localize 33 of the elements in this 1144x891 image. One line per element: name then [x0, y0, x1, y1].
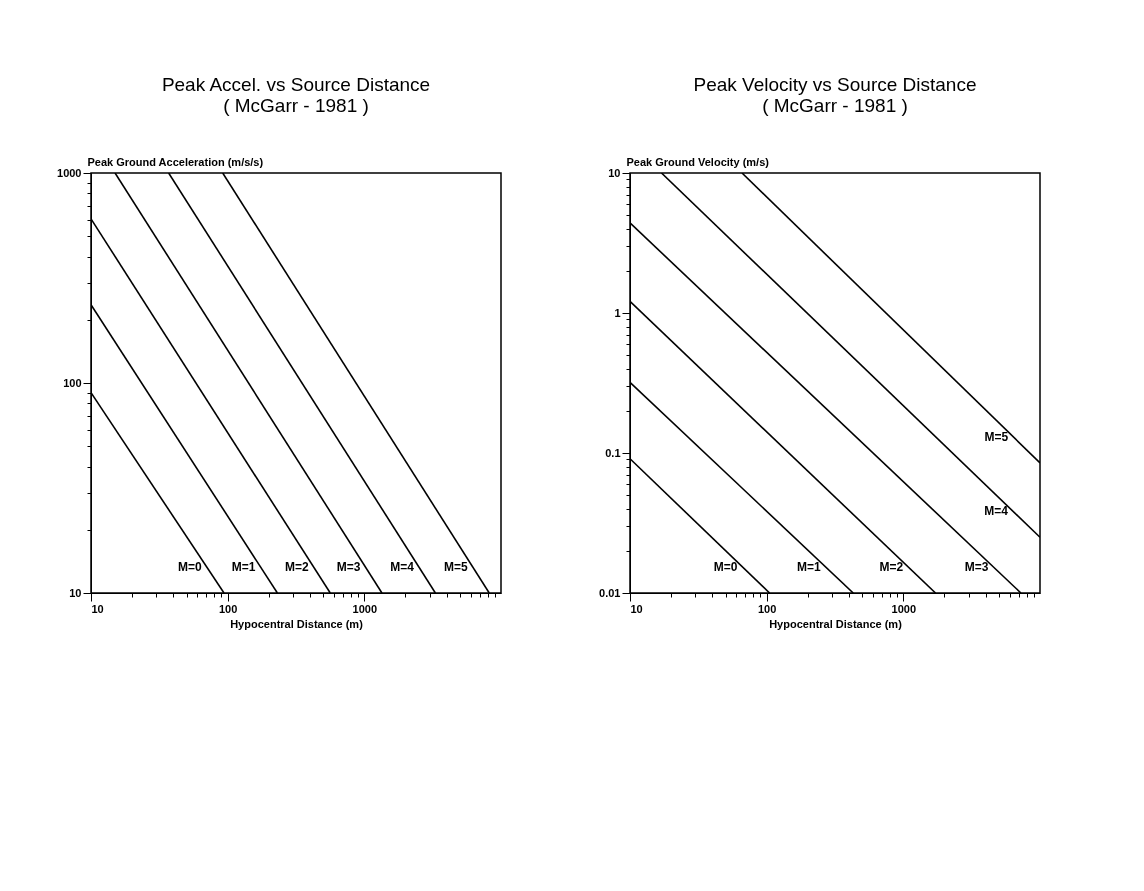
chart-subtitle: ( McGarr - 1981 ): [762, 95, 908, 116]
y-tick-label: 10: [69, 586, 82, 599]
x-tick-label: 1000: [352, 602, 378, 615]
y-tick-label: 10: [608, 166, 621, 179]
x-tick-label: 1000: [891, 602, 917, 615]
x-tick-label: 100: [218, 602, 238, 615]
y-axis-title: Peak Ground Velocity (m/s): [626, 155, 770, 168]
x-tick-label: 10: [630, 602, 643, 615]
chart-title: Peak Accel. vs Source Distance: [161, 74, 431, 95]
x-axis-title: Hypocentral Distance (m): [769, 617, 903, 630]
series-label: M=4: [984, 504, 1009, 519]
y-tick-label: 0.1: [605, 446, 621, 459]
y-axis-title: Peak Ground Acceleration (m/s/s): [87, 155, 264, 168]
x-tick-label: 100: [757, 602, 777, 615]
series-label: M=4: [390, 560, 415, 574]
series-label: M=0: [178, 560, 203, 574]
x-axis-title: Hypocentral Distance (m): [230, 617, 364, 630]
series-label: M=1: [231, 560, 256, 574]
chart-title: Peak Velocity vs Source Distance: [693, 74, 977, 95]
y-tick-label: 100: [63, 376, 82, 389]
y-tick-label: 0.01: [599, 586, 621, 599]
series-label: M=3: [336, 560, 361, 574]
series-label: M=5: [984, 429, 1009, 444]
series-label: M=2: [879, 560, 904, 574]
chart-subtitle: ( McGarr - 1981 ): [223, 95, 369, 116]
y-tick-label: 1000: [57, 166, 82, 179]
series-label: M=1: [797, 560, 822, 574]
y-tick-label: 1: [614, 306, 621, 319]
series-label: M=5: [444, 560, 469, 574]
x-tick-label: 10: [91, 602, 104, 615]
series-label: M=0: [713, 560, 738, 574]
series-label: M=2: [284, 560, 309, 574]
series-label: M=3: [964, 560, 989, 574]
